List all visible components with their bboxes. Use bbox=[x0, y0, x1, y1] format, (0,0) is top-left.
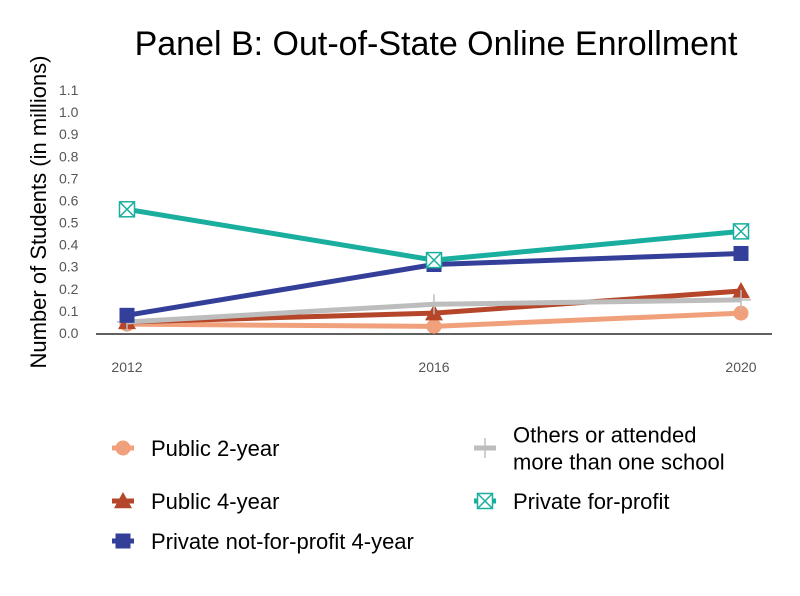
legend-marker bbox=[115, 533, 131, 549]
y-tick-label: 0.1 bbox=[59, 303, 79, 319]
x-tick-label: 2020 bbox=[725, 359, 756, 375]
legend-label: Public 4-year bbox=[151, 489, 279, 514]
data-point bbox=[733, 305, 749, 321]
y-tick-label: 0.3 bbox=[59, 259, 79, 275]
legend-label: Public 2-year bbox=[151, 436, 279, 461]
legend-marker bbox=[476, 492, 494, 510]
legend-label: Private not-for-profit 4-year bbox=[151, 529, 414, 554]
legend-label: more than one school bbox=[513, 450, 725, 475]
y-tick-label: 0.2 bbox=[59, 281, 79, 297]
y-tick-label: 0.9 bbox=[59, 126, 79, 142]
data-point bbox=[118, 201, 136, 218]
data-point bbox=[424, 294, 444, 315]
legend-item: Private for-profit bbox=[474, 489, 670, 514]
y-tick-label: 0.5 bbox=[59, 215, 79, 231]
data-point bbox=[425, 251, 443, 269]
legend-marker bbox=[475, 438, 495, 458]
data-point bbox=[119, 307, 135, 323]
data-point bbox=[731, 289, 751, 310]
legend-label: Private for-profit bbox=[513, 489, 670, 514]
legend-item: Public 4-year bbox=[112, 489, 279, 514]
x-tick-labels: 2012 2016 2020 bbox=[111, 359, 756, 375]
data-point bbox=[733, 245, 749, 261]
y-tick-label: 0.4 bbox=[59, 237, 79, 253]
x-tick-label: 2012 bbox=[111, 359, 142, 375]
series-layer bbox=[117, 201, 751, 334]
legend-marker bbox=[115, 440, 131, 456]
legend-item: Public 2-year bbox=[112, 436, 279, 461]
legend-item: Private not-for-profit 4-year bbox=[112, 529, 414, 554]
series-private-for-profit bbox=[118, 201, 750, 269]
data-point bbox=[426, 318, 442, 334]
y-tick-label: 0.7 bbox=[59, 170, 79, 186]
y-axis-label: Number of Students (in millions) bbox=[26, 55, 51, 368]
legend-label: Others or attended bbox=[513, 423, 696, 448]
y-tick-labels: 0.0 0.1 0.2 0.3 0.4 0.5 0.6 0.7 0.8 0.9 1.0 1.1 bbox=[59, 82, 79, 341]
y-tick-label: 0.6 bbox=[59, 192, 79, 208]
data-point bbox=[732, 223, 750, 240]
y-tick-label: 0.0 bbox=[59, 325, 79, 341]
y-tick-label: 1.0 bbox=[59, 104, 79, 120]
x-tick-label: 2016 bbox=[418, 359, 449, 375]
y-tick-label: 0.8 bbox=[59, 148, 79, 164]
chart-title: Panel B: Out-of-State Online Enrollment bbox=[135, 25, 738, 63]
legend-marker bbox=[114, 492, 132, 509]
y-tick-label: 1.1 bbox=[59, 82, 79, 98]
